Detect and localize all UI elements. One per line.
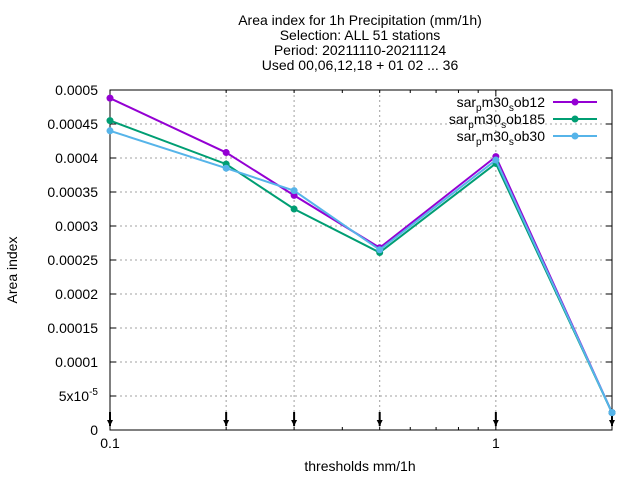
- y-tick-label: 5x10-5: [59, 387, 99, 404]
- x-tick-label: 0.1: [100, 435, 120, 451]
- threshold-marker-head: [609, 420, 615, 426]
- legend-label-sub: s: [509, 137, 514, 148]
- data-point: [290, 187, 298, 195]
- legend-label-part: m30: [482, 128, 509, 144]
- data-point: [492, 156, 500, 164]
- y-tick-label-text: 0.0002: [55, 286, 98, 302]
- legend-label-sub: p: [476, 103, 482, 114]
- y-tick-label-text: 0: [90, 422, 98, 438]
- legend-entry: sarpm30sob12: [457, 94, 597, 114]
- data-point: [106, 94, 114, 102]
- chart-title-line: Used 00,06,12,18 + 01 02 ... 36: [262, 57, 459, 73]
- legend-label-sub: p: [476, 137, 482, 148]
- legend-label-part: m30: [474, 111, 501, 127]
- legend-label-part: sar: [457, 128, 477, 144]
- threshold-marker-head: [291, 420, 298, 426]
- legend-swatch-point: [571, 132, 579, 140]
- threshold-marker-head: [107, 420, 113, 426]
- data-point: [106, 117, 114, 125]
- series-sar-p-m30-s-ob30: [106, 127, 616, 417]
- y-tick-label: 0.00025: [47, 252, 98, 268]
- threshold-marker-head: [376, 420, 383, 426]
- y-tick-label: 0.00015: [47, 320, 98, 336]
- y-tick-label-text: 0.00045: [47, 116, 98, 132]
- y-tick-label-text: 0.0004: [55, 150, 98, 166]
- y-tick-label: 0.00045: [47, 116, 98, 132]
- legend-label-sub: s: [501, 120, 506, 131]
- y-tick-label-text: 0.0005: [55, 82, 98, 98]
- y-tick-label-text: 0.00015: [47, 320, 98, 336]
- data-point: [222, 149, 230, 157]
- y-tick-label-sup: -5: [89, 387, 98, 398]
- data-point: [608, 409, 616, 417]
- x-tick-label: 1: [492, 435, 500, 451]
- legend-label: sarpm30sob30: [457, 128, 546, 148]
- y-tick-label-text: 5x10: [59, 388, 90, 404]
- data-point: [222, 164, 230, 172]
- legend-label-part: m30: [482, 94, 509, 110]
- data-point: [290, 205, 298, 213]
- y-tick-label: 0.0005: [55, 82, 98, 98]
- series-sar-p-m30-s-ob185: [106, 117, 616, 417]
- legend-label-part: sar: [449, 111, 469, 127]
- y-axis-label: Area index: [4, 237, 20, 304]
- threshold-marker-head: [223, 420, 230, 426]
- legend-label-sub: p: [468, 120, 474, 131]
- legend-label: sarpm30sob185: [449, 111, 545, 131]
- chart-title-line: Period: 20211110-20211124: [274, 42, 447, 58]
- y-tick-label: 0.0001: [55, 354, 98, 370]
- legend-label-part: ob30: [514, 128, 545, 144]
- y-tick-label-text: 0.0003: [55, 218, 98, 234]
- y-tick-label: 0.00035: [47, 184, 98, 200]
- series-line: [109, 129, 613, 414]
- chart-title-line: Area index for 1h Precipitation (mm/1h): [238, 12, 482, 28]
- chart-title-line: Selection: ALL 51 stations: [280, 27, 441, 43]
- legend-entry: sarpm30sob185: [449, 111, 597, 131]
- y-tick-label-text: 0.00035: [47, 184, 98, 200]
- y-tick-label: 0.0003: [55, 218, 98, 234]
- data-point: [376, 246, 384, 254]
- legend-label: sarpm30sob12: [457, 94, 546, 114]
- legend-entry: sarpm30sob30: [457, 128, 597, 148]
- series-line: [109, 97, 613, 414]
- chart-title: Area index for 1h Precipitation (mm/1h)S…: [238, 12, 482, 73]
- series-line: [109, 119, 613, 414]
- data-point: [106, 127, 114, 135]
- series-group: [106, 94, 616, 417]
- legend-swatch-point: [571, 98, 579, 106]
- y-tick-label-text: 0.0001: [55, 354, 98, 370]
- y-tick-label: 0: [90, 422, 98, 438]
- y-tick-label: 0.0002: [55, 286, 98, 302]
- y-tick-label-text: 0.00025: [47, 252, 98, 268]
- x-axis-label: thresholds mm/1h: [304, 458, 415, 474]
- legend-label-part: sar: [457, 94, 477, 110]
- threshold-marker-head: [492, 420, 499, 426]
- legend-label-sub: s: [509, 103, 514, 114]
- legend-label-part: ob185: [506, 111, 545, 127]
- y-tick-label: 0.0004: [55, 150, 98, 166]
- legend-label-part: ob12: [514, 94, 545, 110]
- legend-swatch-point: [571, 115, 579, 123]
- axes: 0 5x10-5 0.0001 0.00015 0.0002 0.00025 0.0003 0…: [47, 82, 615, 451]
